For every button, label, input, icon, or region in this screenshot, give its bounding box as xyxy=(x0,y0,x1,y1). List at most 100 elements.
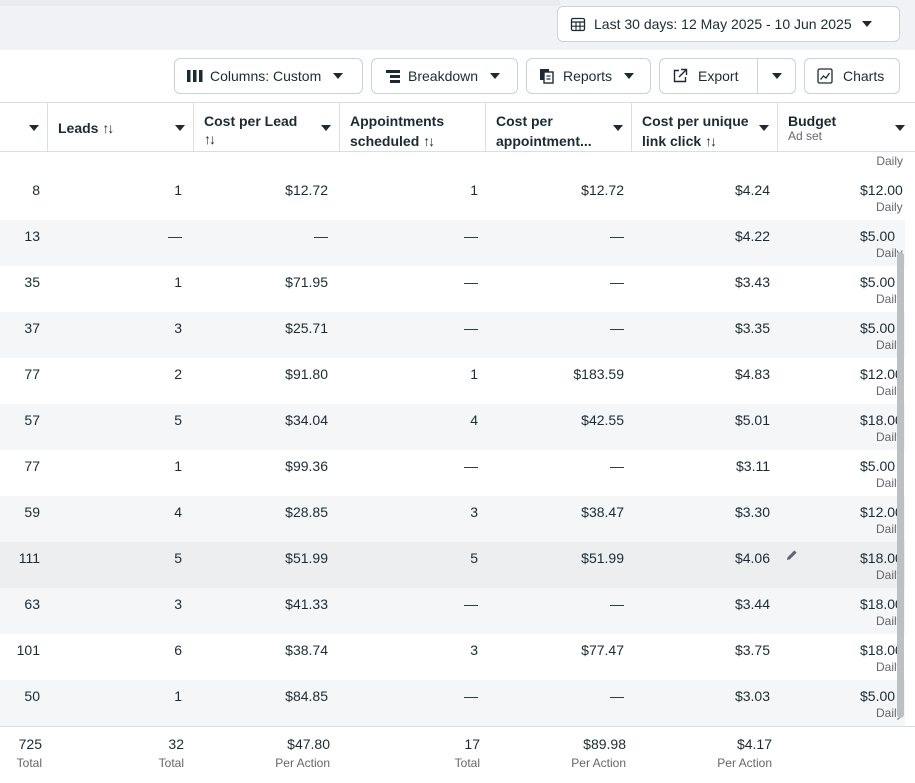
budget-period-label: Daily xyxy=(876,338,903,352)
cell-budget[interactable]: $18.00 xyxy=(860,550,903,566)
cell-leads: 1 xyxy=(174,688,182,704)
cell-appts: 3 xyxy=(470,642,478,658)
cell-c0: 57 xyxy=(24,412,40,428)
cell-c0: 50 xyxy=(24,688,40,704)
cell-cpa: $12.72 xyxy=(581,182,624,198)
budget-period-label: Daily xyxy=(876,430,903,444)
table-row[interactable]: 77 1 $99.36 — — $3.11 $5.00 Daily xyxy=(0,450,905,496)
chevron-down-icon[interactable] xyxy=(321,125,331,131)
cell-budget[interactable]: $12.00 xyxy=(860,182,903,198)
sort-icon[interactable]: ↑↓ xyxy=(705,133,717,149)
cell-budget[interactable]: $5.00 xyxy=(860,274,896,290)
cell-cpulc: $4.22 xyxy=(734,228,770,244)
budget-period-label: Daily xyxy=(876,660,903,674)
date-range-picker[interactable]: Last 30 days: 12 May 2025 - 10 Jun 2025 xyxy=(557,6,900,42)
chevron-down-icon[interactable] xyxy=(895,125,905,131)
cell-cpulc: $3.03 xyxy=(734,688,770,704)
cell-cpl: $51.99 xyxy=(285,550,328,566)
table-row[interactable]: 57 5 $34.04 4 $42.55 $5.01 $18.00 Daily xyxy=(0,404,905,450)
cell-budget[interactable]: $5.00 xyxy=(860,228,896,244)
budget-period-label: Daily xyxy=(876,246,903,260)
cell-cpulc: $4.06 xyxy=(734,550,770,566)
budget-period-label: Daily xyxy=(876,292,903,306)
cell-budget[interactable]: $12.00 xyxy=(860,366,903,382)
cell-budget[interactable]: $5.00 xyxy=(860,458,896,474)
sort-icon[interactable]: ↑↓ xyxy=(204,131,216,147)
total-label-cpa: Per Action xyxy=(571,756,626,770)
table-row[interactable]: 111 5 $51.99 5 $51.99 $4.06 $18.00 Daily xyxy=(0,542,905,588)
column-header-cost-per-appointment[interactable]: Cost per appointment... xyxy=(486,103,632,151)
cell-cpa: $38.47 xyxy=(581,504,624,520)
cell-cpl: $34.04 xyxy=(285,412,328,428)
table-row[interactable]: 101 6 $38.74 3 $77.47 $3.75 $18.00 Daily xyxy=(0,634,905,680)
budget-period-label: Daily xyxy=(876,568,903,582)
total-label-c0: Total xyxy=(16,756,42,770)
breakdown-button[interactable]: Breakdown xyxy=(371,58,518,94)
sort-icon[interactable]: ↑↓ xyxy=(423,133,435,149)
cell-cpulc: $3.35 xyxy=(734,320,770,336)
charts-icon xyxy=(817,68,833,84)
column-header-cost-per-lead[interactable]: Cost per Lead ↑↓ xyxy=(194,103,340,151)
column-header-results[interactable] xyxy=(0,103,48,151)
table-row[interactable]: 8 1 $12.72 1 $12.72 $4.24 $12.00 Daily xyxy=(0,174,905,220)
column-title: Cost per Lead xyxy=(204,113,298,129)
pencil-icon[interactable] xyxy=(786,549,798,561)
cell-appts: 3 xyxy=(470,504,478,520)
toolbar: Columns: Custom Breakdown Reports Export… xyxy=(0,50,915,102)
cell-budget[interactable]: $12.00 xyxy=(860,504,903,520)
cell-cpl: $25.71 xyxy=(285,320,328,336)
column-header-appointments-scheduled[interactable]: Appointments scheduled ↑↓ xyxy=(340,103,486,151)
column-header-budget[interactable]: Budget Ad set xyxy=(778,103,915,151)
cell-appts: 4 xyxy=(470,412,478,428)
chevron-down-icon[interactable] xyxy=(29,125,39,131)
export-button[interactable]: Export xyxy=(659,58,796,94)
table-row[interactable]: 63 3 $41.33 — — $3.44 $18.00 Daily xyxy=(0,588,905,634)
cell-cpl: $99.36 xyxy=(285,458,328,474)
table-row[interactable]: 13 — — — — $4.22 $5.00 Daily xyxy=(0,220,905,266)
table-row[interactable]: 37 3 $25.71 — — $3.35 $5.00 Daily xyxy=(0,312,905,358)
cell-leads: 3 xyxy=(174,320,182,336)
chevron-down-icon[interactable] xyxy=(613,125,623,131)
cell-c0: 77 xyxy=(24,366,40,382)
total-value-cpulc: $4.17 xyxy=(736,736,772,752)
cell-c0: 13 xyxy=(24,228,40,244)
export-options-chevron-icon[interactable] xyxy=(772,73,782,79)
cell-c0: 59 xyxy=(24,504,40,520)
cell-cpa: — xyxy=(610,596,624,612)
total-label-cpl: Per Action xyxy=(275,756,330,770)
cell-cpa: — xyxy=(610,458,624,474)
cell-budget[interactable]: $18.00 xyxy=(860,642,903,658)
cell-cpa: $77.47 xyxy=(581,642,624,658)
column-header-cost-per-unique-link-click[interactable]: Cost per unique link click ↑↓ xyxy=(632,103,778,151)
cell-cpl: $91.80 xyxy=(285,366,328,382)
chevron-down-icon[interactable] xyxy=(759,125,769,131)
breakdown-icon xyxy=(386,69,400,83)
column-title-line2: link click xyxy=(642,133,702,149)
columns-label: Columns: Custom xyxy=(210,68,322,84)
charts-button[interactable]: Charts xyxy=(804,58,900,94)
cell-cpa: $183.59 xyxy=(573,366,624,382)
table-row[interactable]: 77 2 $91.80 1 $183.59 $4.83 $12.00 Daily xyxy=(0,358,905,404)
cell-budget[interactable]: $5.00 xyxy=(860,688,896,704)
breakdown-label: Breakdown xyxy=(408,68,479,84)
cell-budget[interactable]: $18.00 xyxy=(860,412,903,428)
table-row[interactable]: 59 4 $28.85 3 $38.47 $3.30 $12.00 Daily xyxy=(0,496,905,542)
cell-cpulc: $3.30 xyxy=(734,504,770,520)
column-header-leads[interactable]: Leads ↑↓ xyxy=(48,103,194,151)
export-divider xyxy=(757,59,758,93)
column-title: Cost per xyxy=(496,113,553,129)
cell-cpl: $84.85 xyxy=(285,688,328,704)
chevron-down-icon[interactable] xyxy=(175,125,185,131)
columns-button[interactable]: Columns: Custom xyxy=(174,58,363,94)
date-range-label: Last 30 days: 12 May 2025 - 10 Jun 2025 xyxy=(594,16,852,32)
export-label: Export xyxy=(698,68,739,84)
table-row[interactable]: 50 1 $84.85 — — $3.03 $5.00 Daily xyxy=(0,680,905,726)
reports-button[interactable]: Reports xyxy=(526,58,651,94)
table-row[interactable]: 35 1 $71.95 — — $3.43 $5.00 Daily xyxy=(0,266,905,312)
cell-budget[interactable]: $18.00 xyxy=(860,596,903,612)
cell-cpa: — xyxy=(610,688,624,704)
vertical-scrollbar[interactable] xyxy=(897,252,904,718)
cell-leads: — xyxy=(168,228,182,244)
cell-budget[interactable]: $5.00 xyxy=(860,320,896,336)
sort-icon[interactable]: ↑↓ xyxy=(102,120,114,136)
